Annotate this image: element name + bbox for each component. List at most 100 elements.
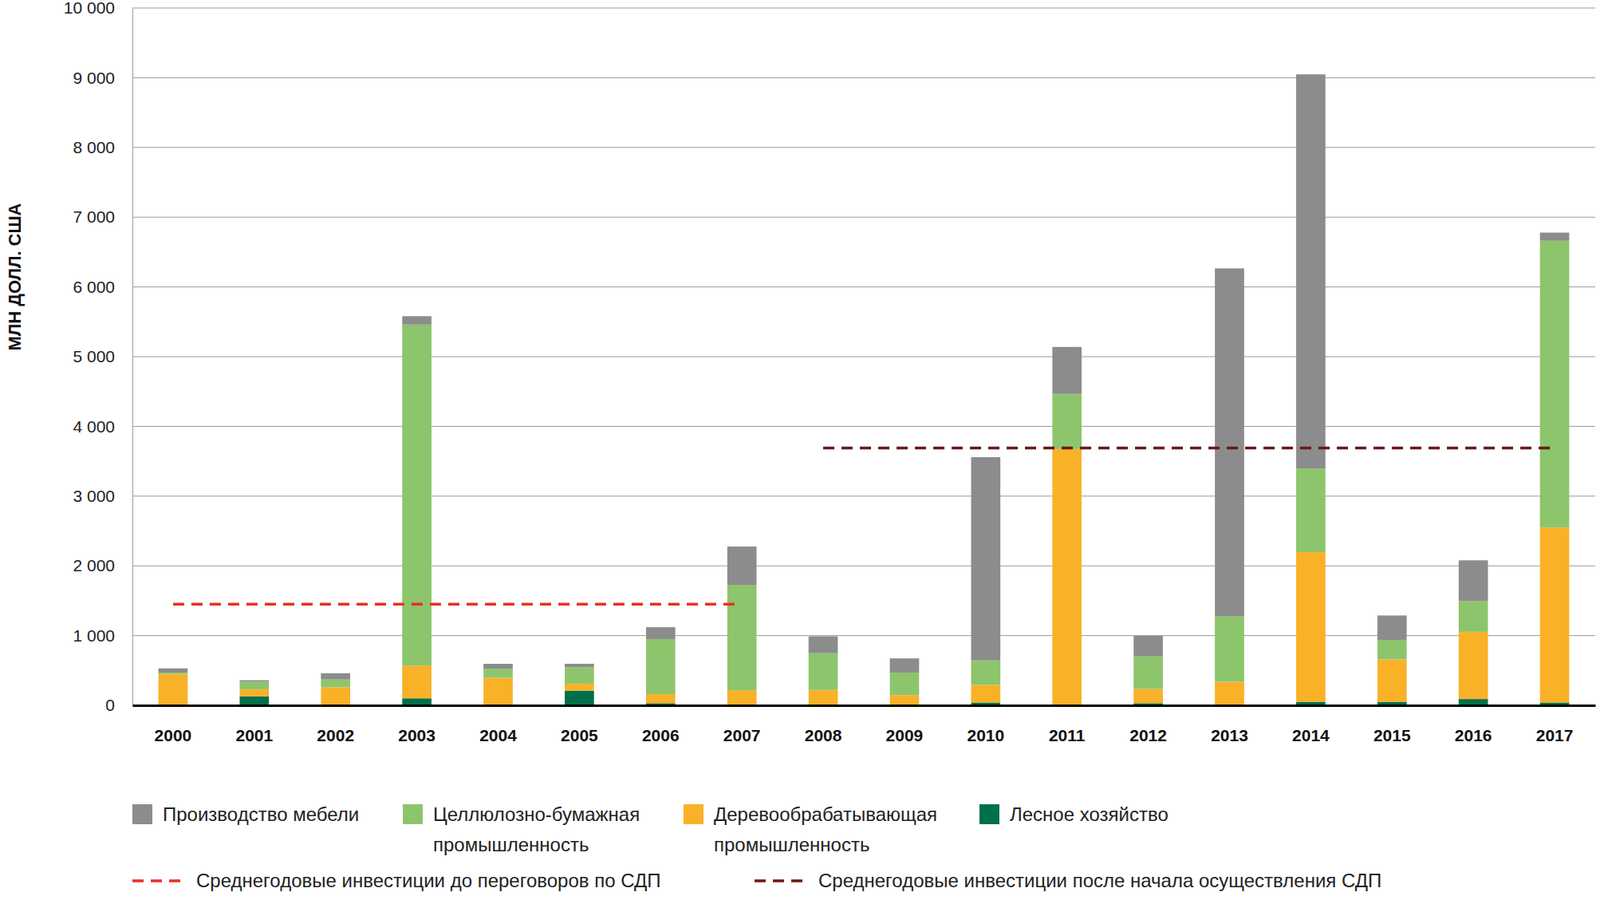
x-tick-label: 2016: [1454, 725, 1493, 745]
bar-segment: [970, 684, 1001, 702]
legend-label: Целлюлозно-бумажнаяпромышленность: [433, 803, 640, 856]
grid-line: [132, 7, 1596, 9]
bar-segment: [808, 689, 839, 705]
y-tick-label: 6 000: [72, 277, 115, 296]
bar-segment: [727, 689, 757, 705]
bar-segment: [1458, 601, 1489, 632]
legend-label: Деревообрабатывающаяпромышленность: [713, 803, 938, 856]
x-tick-label: 2014: [1292, 725, 1330, 745]
grid-line: [132, 286, 1596, 288]
bar-segment: [727, 584, 757, 690]
legend-item: Целлюлозно-бумажнаяпромышленность: [402, 803, 640, 856]
bar-segment: [1458, 559, 1489, 601]
x-axis: 2000200120022003200420052006200720082009…: [133, 705, 1597, 745]
y-axis-title: МЛН ДОЛЛ. США: [4, 202, 25, 351]
y-tick-label: 2 000: [72, 555, 115, 575]
x-tick-label: 2012: [1129, 725, 1167, 745]
legend-line: [132, 878, 181, 883]
y-tick: 2 000: [72, 555, 133, 575]
legend-swatch: [979, 803, 1000, 824]
bar-segment: [483, 668, 513, 678]
bar-segment: [808, 635, 839, 653]
y-tick: 0: [105, 695, 133, 714]
average-line: [173, 602, 742, 607]
bar-segment: [401, 324, 432, 666]
y-tick-label: 9 000: [72, 68, 115, 87]
grid-line: [132, 146, 1596, 148]
x-tick-label: 2005: [560, 725, 599, 745]
bar-segment: [1052, 346, 1082, 395]
legend-item: Среднегодовые инвестиции до переговоров …: [132, 869, 662, 891]
bar-segment: [564, 663, 595, 667]
bar-segment: [1458, 631, 1489, 699]
average-line: [823, 446, 1555, 450]
bar-segment: [1540, 240, 1570, 529]
x-tick-label: 2009: [886, 725, 924, 745]
x-tick: 2014: [1292, 705, 1330, 745]
y-tick: 8 000: [72, 137, 133, 157]
bar-segment: [1052, 449, 1082, 705]
y-tick-label: 0: [105, 695, 115, 714]
x-tick: 2007: [723, 705, 761, 745]
bar-segment: [401, 315, 432, 324]
legend-line: [754, 878, 803, 883]
x-tick: 2001: [235, 705, 273, 745]
legend: Производство мебелиЦеллюлозно-бумажнаяпр…: [132, 803, 1382, 891]
bar-segment: [1133, 689, 1163, 704]
bar-segment: [970, 660, 1001, 686]
bar-segment: [890, 672, 920, 695]
bar-segment: [1133, 656, 1163, 690]
legend-item: Среднегодовые инвестиции после начала ос…: [754, 869, 1382, 891]
bar-segment: [646, 638, 676, 694]
x-tick-label: 2007: [723, 725, 761, 745]
bar-segment: [401, 697, 432, 706]
y-tick-label: 8 000: [72, 137, 115, 157]
grid-line: [132, 356, 1596, 358]
bar-segment: [320, 686, 351, 705]
bar-segment: [320, 673, 351, 680]
y-tick: 10 000: [63, 0, 133, 17]
x-tick: 2002: [316, 705, 355, 745]
x-axis-line: [133, 704, 1597, 707]
grid-line: [132, 216, 1596, 218]
y-tick: 3 000: [72, 486, 133, 505]
marks: [158, 74, 1570, 706]
y-tick: 4 000: [72, 417, 133, 436]
x-tick-label: 2000: [154, 725, 193, 745]
bar-segment: [646, 693, 676, 703]
y-tick: 9 000: [72, 68, 133, 87]
x-tick-label: 2017: [1536, 725, 1574, 745]
x-tick-label: 2001: [235, 725, 273, 745]
bar-segment: [1377, 658, 1407, 702]
grid-line: [132, 495, 1596, 497]
bar-segment: [1377, 639, 1407, 659]
y-axis-line: [132, 8, 134, 706]
x-tick: 2005: [560, 705, 599, 745]
x-tick: 2012: [1129, 705, 1167, 745]
y-tick-label: 5 000: [72, 346, 115, 366]
bar-segment: [564, 683, 595, 691]
x-tick: 2016: [1454, 705, 1493, 745]
y-tick: 5 000: [72, 346, 133, 366]
bar-segment: [1214, 267, 1245, 616]
x-tick: 2013: [1210, 705, 1249, 745]
grid-line: [132, 565, 1596, 567]
legend-swatch: [683, 803, 704, 824]
bar-segment: [564, 690, 595, 706]
bar-segment: [239, 680, 269, 682]
bar-segment: [1458, 698, 1489, 706]
bar-segment: [564, 666, 595, 684]
x-tick: 2003: [398, 705, 436, 745]
bar-segment: [239, 681, 269, 690]
bar-segment: [1296, 74, 1326, 469]
bar-segment: [970, 457, 1001, 661]
grid-line: [132, 77, 1596, 79]
bar-segment: [320, 679, 351, 688]
y-tick-label: 1 000: [72, 626, 115, 645]
bar-segment: [401, 665, 432, 698]
x-tick: 2006: [642, 705, 680, 745]
legend-label: Среднегодовые инвестиции до переговоров …: [196, 869, 662, 891]
bar-segment: [1296, 551, 1326, 702]
bar-segment: [646, 626, 676, 639]
y-tick: 6 000: [72, 277, 133, 296]
